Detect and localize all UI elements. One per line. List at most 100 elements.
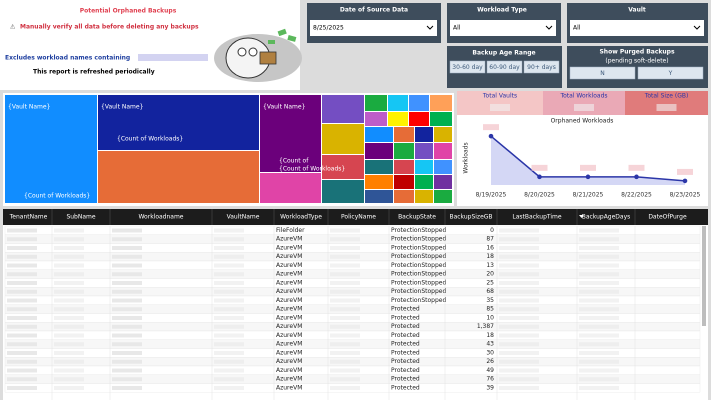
blurred-cell [7,386,37,390]
dropdown-value[interactable]: All [573,25,581,32]
chevron [545,25,553,30]
blurred-cell [7,263,37,268]
blurred-cell [112,246,142,250]
blurred-cell [499,351,539,355]
cell: 20 [486,271,494,278]
column-header[interactable]: DateOfPurge [648,214,687,221]
treemap-tile [434,190,452,203]
slicer-button[interactable] [449,60,486,74]
blurred-cell [54,246,84,250]
blurred-cell [214,351,244,355]
cell: AzureVM [276,244,302,251]
table-header-bg [3,209,708,225]
column-header[interactable]: BackupAgeDays [582,214,631,221]
slicer-button[interactable] [569,66,636,80]
dropdown-value[interactable]: 8/25/2025 [313,25,344,32]
area [491,136,685,185]
column-header[interactable]: BackupSizeGB [449,214,492,221]
cell: AzureVM [276,271,302,278]
blurred-cell [214,289,244,294]
point [585,174,591,180]
chevron [693,25,701,30]
blurred-cell [579,237,619,242]
blurred-cell [499,246,539,250]
blurred-cell [214,263,244,268]
blurred-cell [330,316,360,320]
tile-label: {Count of [279,158,309,165]
cell: 43 [486,341,494,348]
cell: 30 [486,349,494,356]
blurred-value [656,104,677,111]
cell: ProtectionStopped [391,297,446,304]
blurred-cell [112,272,142,277]
cell: ProtectionStopped [391,279,446,286]
slicer-button-label[interactable]: 90+ days [527,64,556,71]
blurred-cell [54,263,84,268]
cell: AzureVM [276,262,302,269]
column-header[interactable]: SubName [66,214,95,221]
kpi-tab-label[interactable]: Total Workloads [559,93,607,100]
column-header[interactable]: PolicyName [341,214,376,221]
kpi-tab-label[interactable]: Total Vaults [482,93,517,100]
blurred-cell [7,281,37,285]
treemap-tile [394,190,414,203]
column-header[interactable]: BackupState [398,214,436,221]
tile-label: {Count of Workloads} [279,166,345,173]
treemap-tile [365,160,393,174]
tile-label: {Count of Workloads} [117,136,183,143]
tile-label: {Vault Name} [263,104,306,111]
column-header[interactable]: TenantName [9,214,48,221]
blurred-cell [214,359,244,364]
dropdown[interactable] [310,20,437,36]
title: Potential Orphaned Backups [80,8,177,15]
column-header[interactable]: LastBackupTime [512,214,561,221]
column-header[interactable]: VaultName [227,214,260,221]
slicer-button-label[interactable]: Y [668,70,673,77]
blurred-cell [7,272,37,277]
slicer-button-label[interactable]: 60-90 day [489,64,520,71]
slicer-button-label[interactable]: 30-60 day [452,64,483,71]
slicer-button[interactable] [523,60,560,74]
blurred-cell [499,272,539,277]
blurred-cell [579,254,619,259]
dropdown-value[interactable]: All [453,25,461,32]
cell: Protected [391,323,420,330]
blurred-cell [579,368,619,373]
slicer-button-label[interactable]: N [600,70,605,77]
blurred-cell [579,333,619,338]
scrollbar[interactable] [702,226,706,326]
blurred-text [138,54,208,61]
blurred-cell [499,289,539,294]
blurred-cell [499,254,539,259]
treemap-tile [98,151,259,203]
dropdown[interactable] [450,20,556,36]
treemap-tile [5,95,97,203]
column-header[interactable]: WorkloadType [280,214,322,221]
slicer-button[interactable] [637,66,704,80]
blurred-cell [112,237,142,242]
blurred-cell [54,237,84,242]
blurred-value [574,104,594,111]
blurred-cell [330,281,360,285]
blurred-cell [214,298,244,303]
kpi-tab-label[interactable]: Total Size (GB) [644,93,689,100]
treemap-tile [415,143,433,159]
cell: Protected [391,314,420,321]
blurred-label [677,168,693,175]
column-header[interactable]: Workloadname [138,214,183,221]
cell: Protected [391,341,420,348]
slicer-button[interactable] [486,60,523,74]
treemap: {Vault Name} {Count of Workloads} {Vault… [5,95,452,203]
cell: FileFolder [276,227,305,234]
blurred-cell [330,263,360,268]
blurred-cell [7,228,37,233]
blurred-cell [214,324,244,329]
cell: 25 [486,279,494,286]
treemap-tile [430,112,452,126]
cell: 87 [486,236,494,243]
blurred-cell [330,228,360,233]
dropdown[interactable] [570,20,704,36]
cell: 26 [486,358,494,365]
cell: 85 [486,306,494,313]
